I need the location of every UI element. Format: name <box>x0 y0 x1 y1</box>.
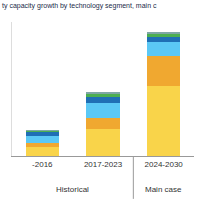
svg-text:Historical: Historical <box>56 185 89 194</box>
svg-text:Main case: Main case <box>145 185 182 194</box>
svg-text:2024-2030: 2024-2030 <box>145 160 184 169</box>
svg-text:2017-2023: 2017-2023 <box>84 160 123 169</box>
svg-text:ty capacity growth by technolo: ty capacity growth by technology segment… <box>2 2 157 10</box>
svg-text:-2016: -2016 <box>32 160 53 169</box>
